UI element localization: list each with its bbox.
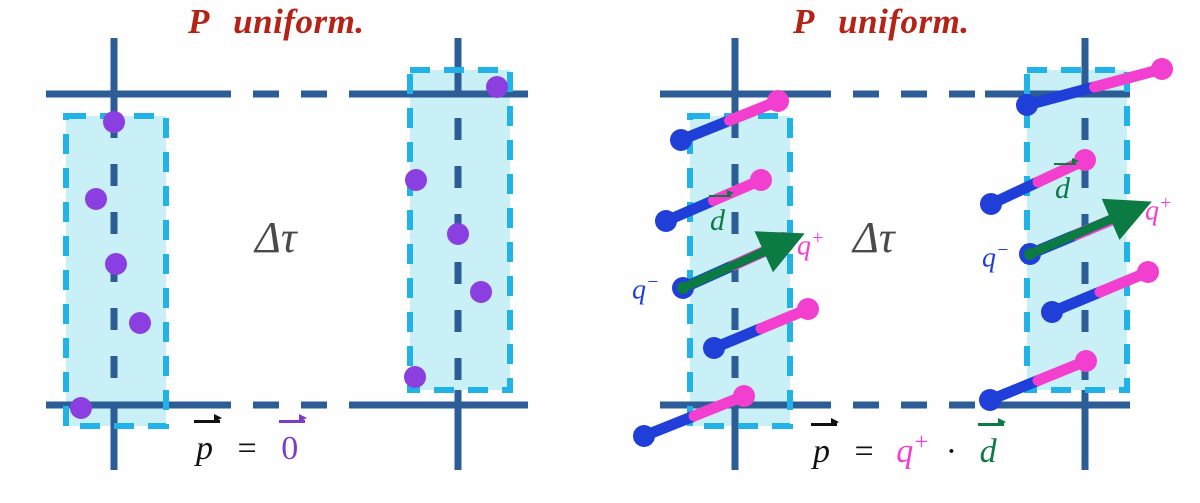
polarized-panel: P uniform. Δτ p = q+ · d q− q+ d q− q+ d (600, 0, 1200, 503)
dipole (670, 90, 789, 151)
unpolarized-panel: P uniform. Δτ p = 0 (46, 2, 528, 470)
dipole-negative-charge (979, 389, 1001, 411)
dipole-positive-charge (767, 90, 789, 112)
label-q-plus-left: q+ (797, 228, 825, 262)
dipole-negative-charge (633, 425, 655, 447)
label-q-minus-left: q− (632, 272, 660, 306)
dipole (1041, 261, 1159, 323)
equals-sign: = (854, 433, 874, 471)
charge-dot (70, 397, 92, 419)
panel-left-title-text: uniform. (233, 2, 365, 41)
charge-dot (447, 223, 469, 245)
vector-zero-symbol: 0 (279, 414, 308, 467)
dipole (655, 169, 772, 232)
label-q-plus-right: q+ (1145, 193, 1173, 227)
charge-dot (105, 253, 127, 275)
unpolarized-graphics (46, 38, 528, 470)
dipole-negative-arm (1021, 81, 1100, 111)
volume-box-left-fill (690, 116, 790, 426)
vector-P-symbol: P (188, 2, 210, 41)
charge-dot (404, 366, 426, 388)
vector-d-symbol: d (977, 417, 1006, 471)
charge-dot (470, 281, 492, 303)
dipole-negative-charge (703, 337, 725, 359)
displacement-vector-arrow (681, 231, 805, 293)
dipole-negative-charge (655, 210, 677, 232)
dipole-positive-charge (733, 385, 755, 407)
dot-operator: · (945, 433, 958, 471)
displacement-vector-arrow (1028, 198, 1152, 259)
displacement-vector-tail (677, 282, 689, 294)
vector-p-symbol: p (811, 417, 839, 471)
charge-dot (486, 76, 508, 98)
dipole-positive-charge (1137, 261, 1159, 283)
charge-dot (85, 188, 107, 210)
dipole-negative-charge (1016, 94, 1038, 116)
vector-p-symbol: p (194, 414, 222, 467)
dipole (703, 298, 819, 359)
charge-dot (405, 169, 427, 191)
dipole-negative-charge (980, 193, 1002, 215)
equation-left: p = 0 (194, 414, 308, 468)
dipole-negative-charge (670, 129, 692, 151)
polarized-graphics (633, 38, 1173, 470)
equals-sign: = (237, 430, 257, 467)
dipole-positive-charge (750, 169, 772, 191)
dipole (1016, 58, 1173, 116)
dipole-positive-charge (1075, 350, 1097, 372)
label-d-right: d (1054, 158, 1079, 205)
panel-left-title: P uniform. (188, 2, 365, 42)
dipole-positive-arm (1089, 63, 1168, 93)
volume-box-right-outline (407, 67, 513, 393)
equation-right: p = q+ · d (811, 417, 1006, 471)
vector-P-symbol: P (793, 2, 815, 41)
charge-dot (103, 111, 125, 133)
volume-label-left: Δτ (255, 213, 297, 262)
dipole-positive-charge (797, 298, 819, 320)
charge-q-plus-term: q+ (896, 430, 930, 471)
dipole (979, 350, 1097, 411)
dipole (633, 385, 755, 447)
volume-box-right-outline (1024, 67, 1130, 393)
panel-right-title: P uniform. (793, 2, 970, 42)
dipole-positive-charge (1074, 149, 1096, 171)
displacement-vector-tail (1024, 248, 1036, 260)
panel-right-title-text: uniform. (838, 2, 970, 41)
dipole-positive-charge (1151, 58, 1173, 80)
label-d-left: d (709, 190, 734, 237)
label-q-minus-right: q− (982, 240, 1010, 274)
dipole-negative-charge (1041, 301, 1063, 323)
charge-dot (129, 312, 151, 334)
volume-label-right: Δτ (853, 213, 895, 262)
